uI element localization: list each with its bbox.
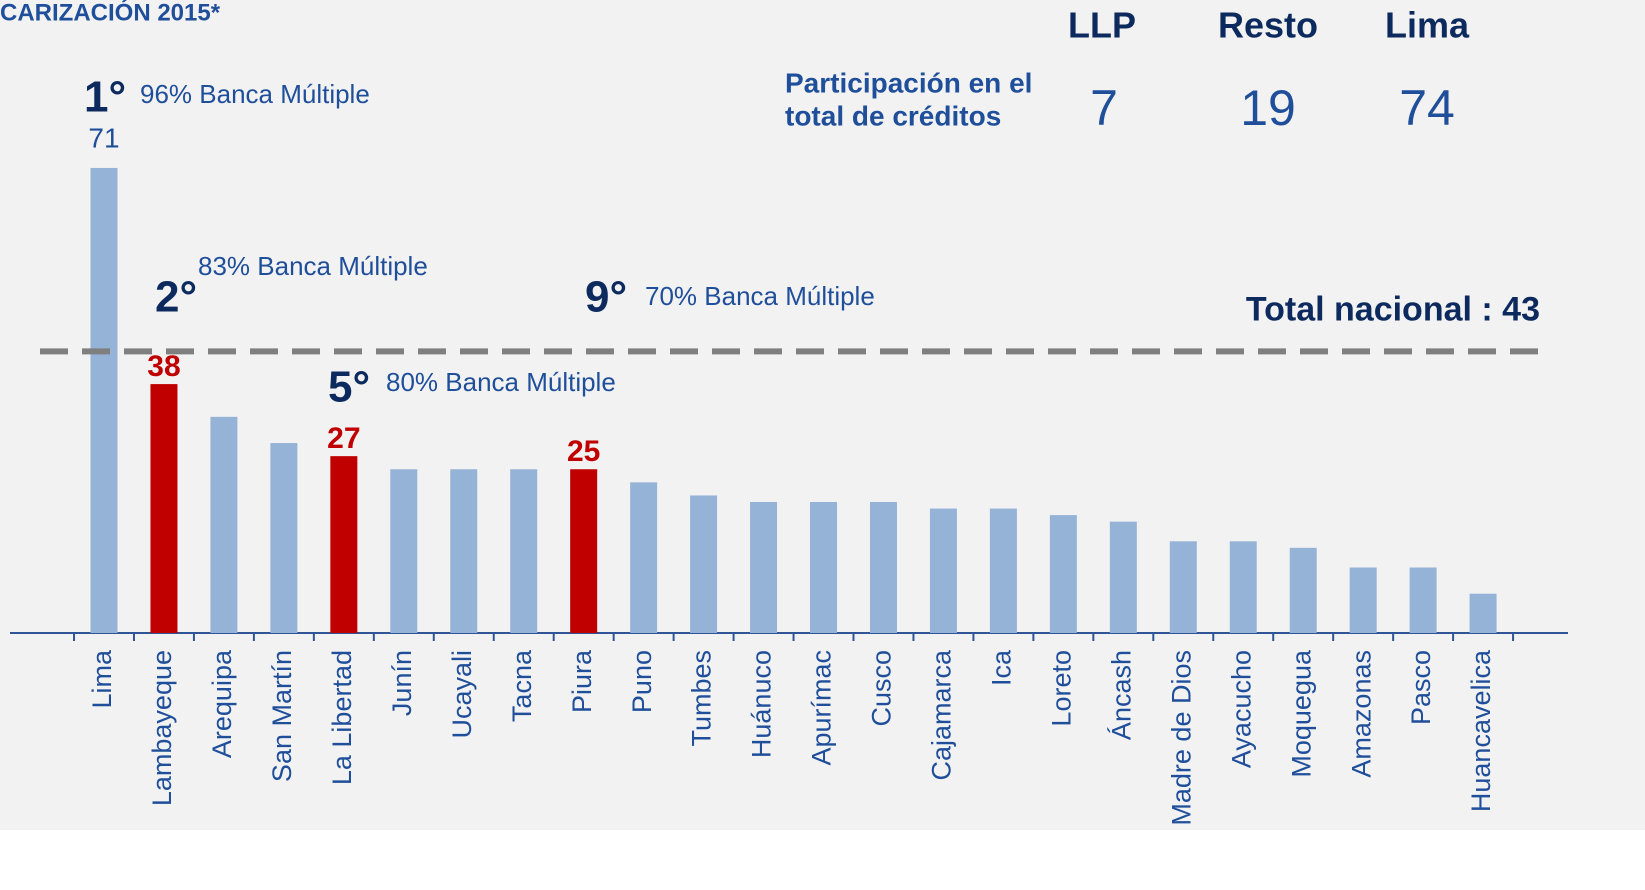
bar bbox=[210, 416, 238, 633]
data-label: 27 bbox=[327, 422, 360, 455]
bar bbox=[1409, 567, 1437, 633]
bar bbox=[1349, 567, 1377, 633]
x-tick-label: Pasco bbox=[1406, 650, 1436, 725]
bar bbox=[450, 469, 478, 633]
x-tick-label: Ica bbox=[987, 649, 1017, 686]
bar bbox=[929, 508, 957, 633]
x-tick-label: Lambayeque bbox=[147, 650, 177, 806]
table-value: 19 bbox=[1240, 80, 1296, 136]
bar bbox=[1229, 541, 1257, 633]
bar bbox=[510, 469, 538, 633]
bar bbox=[869, 502, 897, 633]
bar bbox=[810, 502, 838, 633]
annotation: 83% Banca Múltiple bbox=[198, 251, 428, 281]
x-tick-label: Puno bbox=[627, 650, 657, 713]
bar bbox=[1109, 521, 1137, 633]
bar bbox=[570, 469, 598, 633]
bar bbox=[90, 167, 118, 633]
x-tick-label: Lima bbox=[87, 649, 117, 709]
table-value: 74 bbox=[1399, 80, 1455, 136]
bar bbox=[270, 443, 298, 633]
bar bbox=[1469, 593, 1497, 633]
x-tick-label: Junín bbox=[387, 650, 417, 716]
bar bbox=[1289, 547, 1317, 633]
bar bbox=[630, 482, 658, 633]
x-tick-label: Arequipa bbox=[207, 649, 237, 758]
table-header: Resto bbox=[1218, 5, 1318, 46]
x-tick-label: Loreto bbox=[1046, 650, 1076, 727]
rank-label: 5° bbox=[328, 363, 370, 412]
chart-title: CARIZACIÓN 2015* bbox=[0, 0, 221, 26]
data-label: 71 bbox=[88, 122, 119, 153]
x-tick-label: Ucayali bbox=[447, 650, 477, 739]
annotation: 70% Banca Múltiple bbox=[645, 281, 875, 311]
bar bbox=[1049, 515, 1077, 633]
x-tick-label: Apurímac bbox=[807, 650, 837, 766]
table-header: LLP bbox=[1068, 5, 1136, 46]
table-value: 7 bbox=[1090, 80, 1118, 136]
rank-label: 9° bbox=[585, 273, 627, 322]
x-tick-label: Tacna bbox=[507, 649, 537, 722]
bar bbox=[690, 495, 718, 633]
x-tick-label: Huánuco bbox=[747, 650, 777, 758]
bar bbox=[390, 469, 418, 633]
x-tick-label: Áncash bbox=[1106, 650, 1136, 740]
data-label: 25 bbox=[567, 435, 600, 468]
bar bbox=[750, 502, 778, 633]
annotation: 80% Banca Múltiple bbox=[386, 367, 616, 397]
table-row-label: Participación en el bbox=[785, 67, 1032, 98]
reference-label: Total nacional : 43 bbox=[1246, 290, 1540, 328]
x-tick-label: Ayacucho bbox=[1226, 650, 1256, 768]
x-tick-label: Cajamarca bbox=[927, 649, 957, 781]
x-tick-label: Amazonas bbox=[1346, 650, 1376, 778]
bar bbox=[989, 508, 1017, 633]
reference-label-text: Total nacional : bbox=[1246, 290, 1502, 328]
x-tick-label: Piura bbox=[567, 649, 597, 713]
x-tick-label: Moquegua bbox=[1286, 649, 1316, 778]
x-tick-label: Madre de Dios bbox=[1166, 650, 1196, 826]
x-tick-label: La Libertad bbox=[327, 650, 357, 785]
x-tick-label: San Martín bbox=[267, 650, 297, 782]
background bbox=[0, 0, 1645, 830]
bar bbox=[150, 384, 178, 633]
reference-value: 43 bbox=[1502, 290, 1540, 328]
bar bbox=[1169, 541, 1197, 633]
x-tick-label: Cusco bbox=[867, 650, 897, 727]
data-label: 38 bbox=[147, 350, 180, 383]
annotation: 96% Banca Múltiple bbox=[140, 79, 370, 109]
rank-label: 1° bbox=[84, 73, 126, 122]
rank-label: 2° bbox=[155, 273, 197, 322]
table-row-label: total de créditos bbox=[785, 100, 1001, 131]
x-tick-label: Tumbes bbox=[687, 650, 717, 747]
table-header: Lima bbox=[1385, 5, 1470, 46]
x-tick-label: Huancavelica bbox=[1466, 649, 1496, 812]
bar bbox=[330, 456, 358, 633]
